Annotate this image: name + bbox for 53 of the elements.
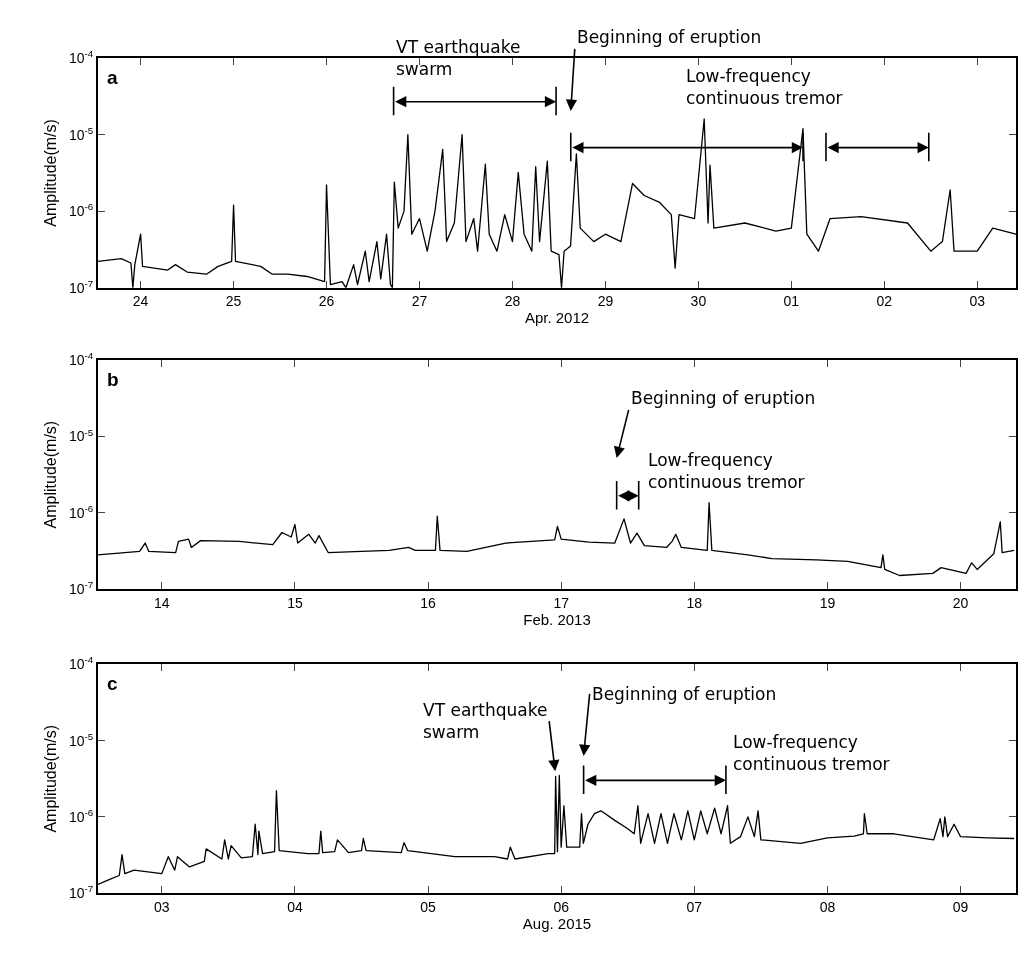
y-tick-label: 10$^{-6}$ (68, 502, 94, 521)
x-tick-label: 02 (876, 293, 893, 310)
text: a (107, 67, 118, 88)
text: b (107, 369, 119, 390)
x-tick-label: 07 (686, 898, 703, 915)
x-tick-label: 29 (597, 293, 614, 310)
y-tick-label: 10$^{-5}$ (68, 426, 94, 445)
y-axis-title: Amplitude(m/s) (42, 420, 60, 529)
x-tick-label: 24 (132, 293, 149, 310)
annotation: VT earthquake swarm (423, 700, 548, 743)
x-tick-label: 01 (783, 293, 800, 310)
y-tick-label: 10$^{-5}$ (68, 124, 94, 143)
x-axis-title: Apr. 2012 (524, 308, 590, 326)
text: c (107, 673, 118, 694)
x-tick-label: 03 (154, 898, 170, 915)
text: Beginning of eruption (577, 27, 762, 47)
y-tick-label: 10$^{-7}$ (68, 277, 94, 296)
annotation: Low-frequency continuous tremor (648, 450, 805, 493)
y-tick-label: 10$^{-7}$ (68, 883, 94, 901)
x-tick-label: 26 (318, 293, 335, 310)
x-tick-label: 27 (411, 293, 428, 310)
x-tick-label: 03 (969, 293, 986, 310)
annotation: VT earthquake swarm (396, 37, 521, 80)
y-tick-label: 10$^{-6}$ (68, 201, 94, 220)
annotation: Low-frequency continuous tremor (733, 732, 890, 775)
x-tick-label: 28 (504, 293, 521, 310)
y-tick-label: 10$^{-4}$ (68, 654, 94, 673)
x-tick-label: 09 (952, 898, 969, 915)
annotation: Low-frequency continuous tremor (686, 66, 843, 109)
x-tick-label: 18 (686, 594, 703, 611)
x-tick-label: 20 (952, 594, 969, 611)
x-tick-label: 04 (287, 898, 303, 915)
x-tick-label: 30 (690, 293, 707, 310)
x-tick-label: 15 (287, 594, 303, 611)
y-axis-title: Amplitude(m/s) (42, 119, 60, 227)
annotation: Beginning of eruption (631, 388, 816, 408)
x-tick-label: 19 (819, 594, 836, 611)
y-tick-label: 10$^{-4}$ (68, 48, 94, 66)
y-tick-label: 10$^{-7}$ (68, 578, 94, 597)
x-axis-title: Aug. 2015 (522, 914, 592, 932)
annotation: Beginning of eruption (592, 684, 777, 704)
x-tick-label: 14 (154, 594, 170, 611)
y-axis-title: Amplitude(m/s) (42, 724, 60, 833)
y-tick-label: 10$^{-5}$ (68, 730, 94, 749)
x-tick-label: 08 (819, 898, 836, 915)
x-tick-label: 25 (225, 293, 242, 310)
y-tick-label: 10$^{-6}$ (68, 806, 94, 825)
y-tick-label: 10$^{-4}$ (68, 350, 94, 369)
x-axis-title: Feb. 2013 (523, 610, 591, 628)
x-tick-label: 16 (420, 594, 437, 611)
x-tick-label: 05 (420, 898, 437, 915)
x-tick-label: 06 (553, 898, 570, 915)
x-tick-label: 17 (553, 594, 570, 611)
